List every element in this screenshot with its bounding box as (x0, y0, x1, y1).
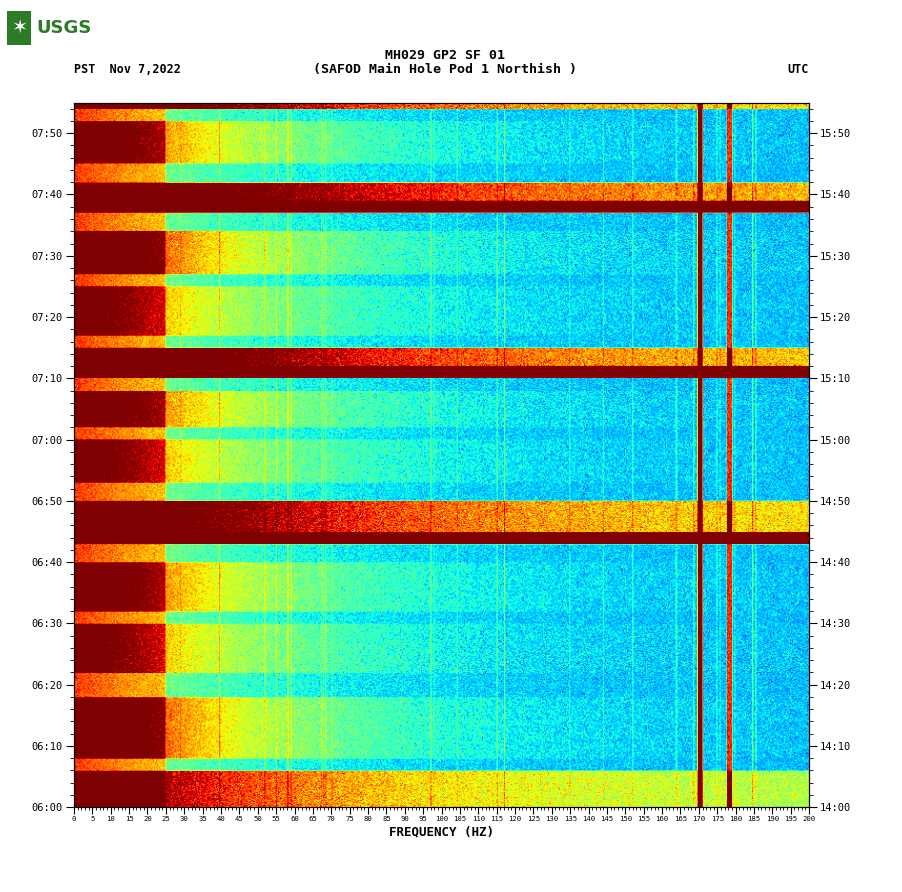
Text: MH029 GP2 SF 01: MH029 GP2 SF 01 (384, 49, 505, 62)
Text: UTC: UTC (787, 63, 809, 76)
X-axis label: FREQUENCY (HZ): FREQUENCY (HZ) (389, 826, 494, 838)
Text: ✶: ✶ (11, 18, 27, 37)
Text: (SAFOD Main Hole Pod 1 Northish ): (SAFOD Main Hole Pod 1 Northish ) (313, 63, 576, 76)
FancyBboxPatch shape (7, 11, 31, 45)
Text: PST  Nov 7,2022: PST Nov 7,2022 (74, 63, 180, 76)
Text: USGS: USGS (36, 19, 92, 37)
